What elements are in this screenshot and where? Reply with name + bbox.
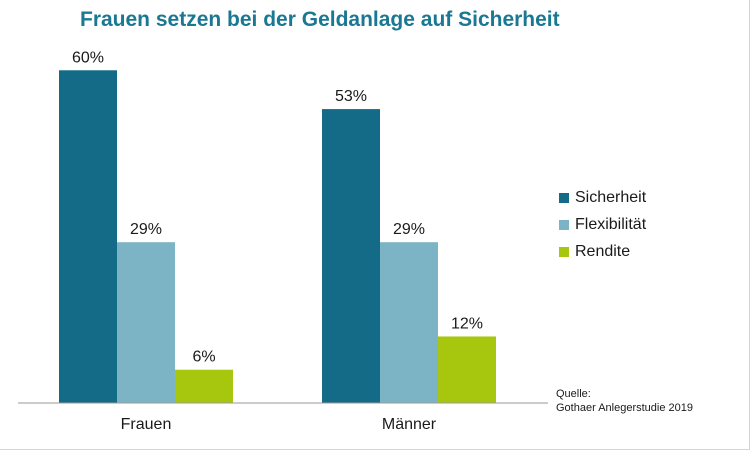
data-label-frauen-flexibilitaet: 29% [130,221,162,238]
data-label-frauen-sicherheit: 60% [72,49,104,66]
bar-maenner-sicherheit [322,109,380,403]
legend-item-rendite: Rendite [559,238,646,265]
data-label-maenner-sicherheit: 53% [335,88,367,105]
bar-frauen-rendite [175,369,233,403]
data-label-frauen-rendite: 6% [192,349,215,366]
legend-swatch-flexibilitaet [559,219,569,230]
x-tick-label-frauen: Frauen [121,416,172,433]
data-label-maenner-rendite: 12% [451,315,483,332]
legend-label-rendite: Rendite [575,242,631,260]
bar-maenner-rendite [438,336,496,403]
legend-swatch-sicherheit [559,192,569,203]
legend: Sicherheit Flexibilität Rendite [559,184,646,265]
legend-item-flexibilitaet: Flexibilität [559,211,646,238]
source-note: Quelle: Gothaer Anlegerstudie 2019 [556,387,693,415]
bar-maenner-flexibilitaet [380,242,438,403]
bar-frauen-flexibilitaet [117,242,175,403]
chart-title: Frauen setzen bei der Geldanlage auf Sic… [80,8,560,31]
legend-label-sicherheit: Sicherheit [575,188,647,206]
data-label-maenner-flexibilitaet: 29% [393,221,425,238]
bar-frauen-sicherheit [59,70,117,403]
source-text: Gothaer Anlegerstudie 2019 [556,402,693,414]
legend-item-sicherheit: Sicherheit [559,184,646,211]
legend-label-flexibilitaet: Flexibilität [575,215,647,233]
legend-swatch-rendite [559,246,569,257]
source-label: Quelle: [556,388,591,400]
x-tick-label-maenner: Männer [382,416,437,433]
